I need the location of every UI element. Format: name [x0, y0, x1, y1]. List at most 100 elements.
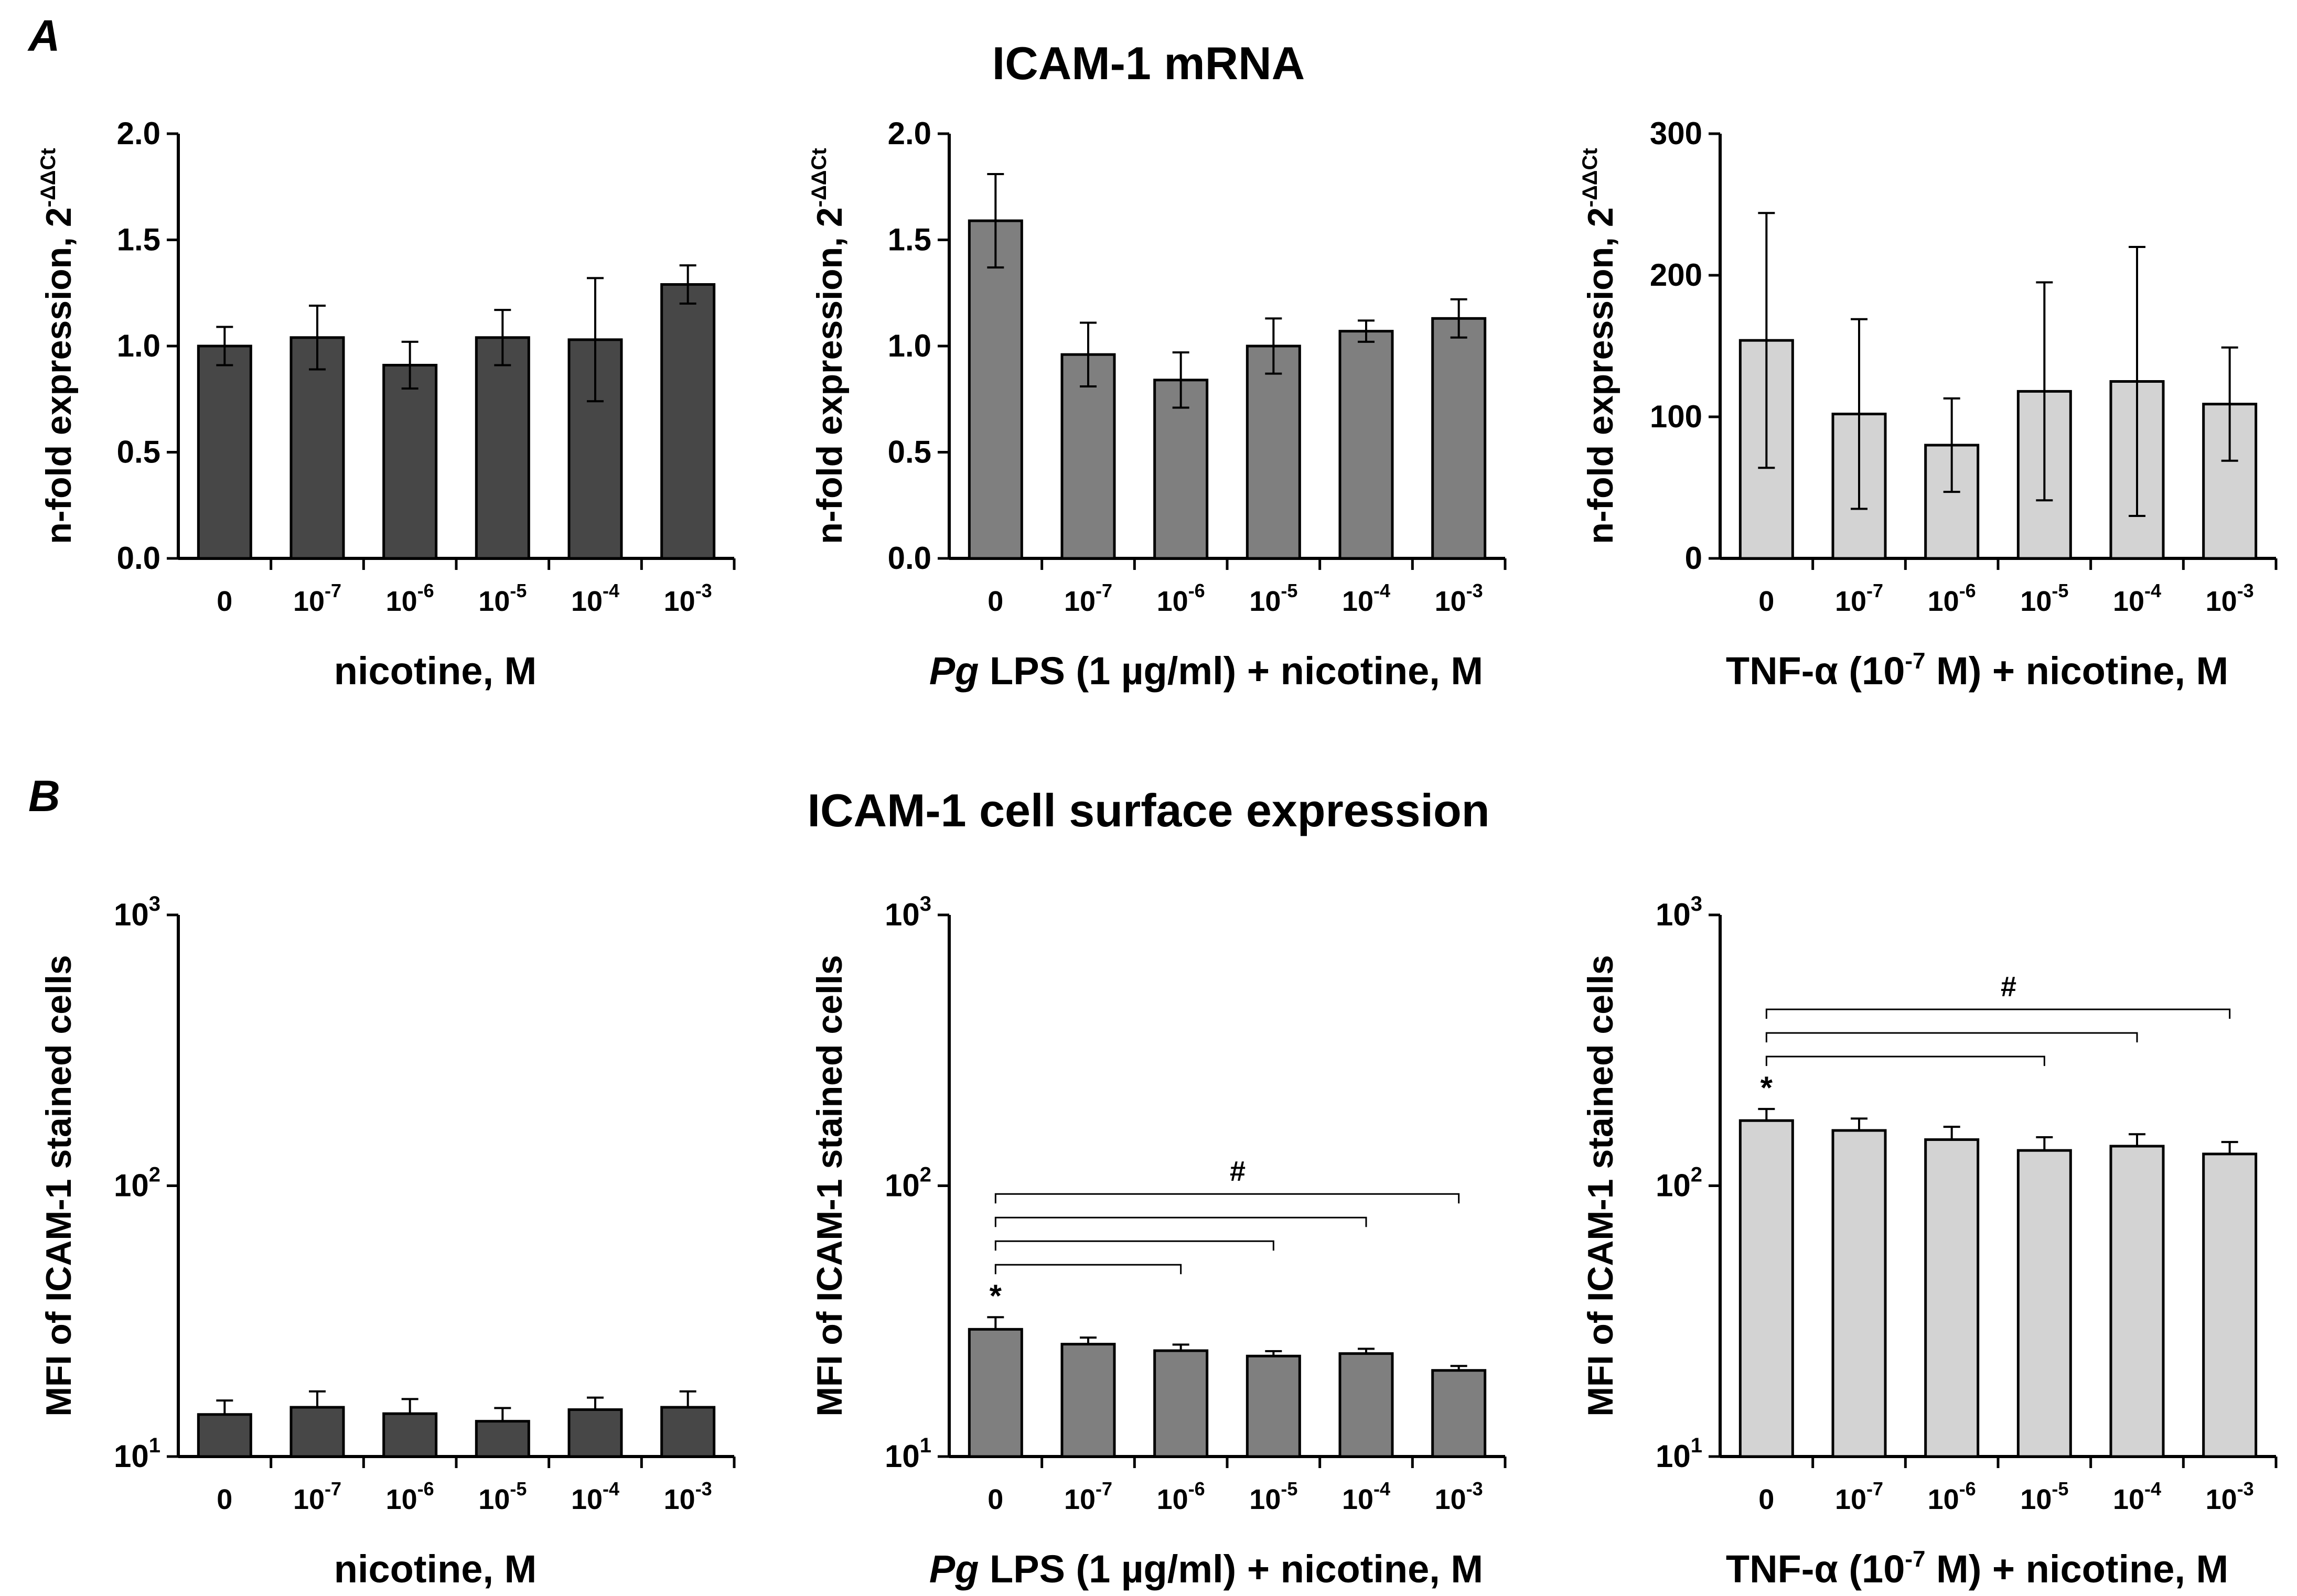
bar — [1246, 344, 1301, 560]
y-tick-label: 2.0 — [888, 116, 931, 151]
x-tick-label: 0 — [217, 586, 232, 617]
bar — [660, 283, 716, 560]
x-axis-label: TNF-α (10-7 M) + nicotine, M — [1726, 1546, 2228, 1591]
y-tick-label: 2.0 — [117, 116, 160, 151]
y-tick-label: 1.5 — [117, 222, 160, 257]
panel-letter-b: B — [28, 771, 60, 821]
chart-mrna-tnf: 0 100 200 300 n-fold expression, 2-ΔΔCt 0 10-7… — [1579, 116, 2278, 693]
significance-hash: # — [1230, 1156, 1246, 1187]
significance-bracket — [1765, 1032, 2138, 1043]
y-tick-label: 102 — [1656, 1163, 1702, 1203]
y-axis-label: MFI of ICAM-1 stained cells — [39, 955, 79, 1416]
y-tick-label: 100 — [1650, 399, 1702, 434]
y-axis-label: n-fold expression, 2-ΔΔCt — [37, 148, 79, 544]
y-tick-label: 101 — [885, 1434, 931, 1474]
bar — [567, 1408, 623, 1458]
x-tick-label: 0 — [1758, 1484, 1774, 1515]
bar — [968, 219, 1023, 560]
y-tick-label: 101 — [1656, 1434, 1702, 1474]
x-tick-label: 10-7 — [1835, 580, 1883, 617]
significance-bracket — [994, 1264, 1182, 1275]
bar — [475, 336, 530, 560]
bar — [1431, 317, 1487, 560]
significance-bracket — [1765, 1055, 2045, 1066]
x-tick-label: 10-4 — [1342, 580, 1390, 617]
y-tick-label: 103 — [885, 892, 931, 932]
x-tick-label: 10-7 — [293, 1478, 341, 1515]
x-tick-label: 10-7 — [1064, 580, 1112, 617]
significance-star: * — [990, 1278, 1002, 1313]
y-tick-label: 1.0 — [888, 328, 931, 363]
bar — [2016, 1149, 2072, 1458]
chart-mfi-pg-lps: 101 102 103 MFI of ICAM-1 stained cells 0 10-… — [810, 892, 1507, 1591]
chart-mrna-pg-lps: 0.0 0.5 1.0 1.5 2.0 n-fold expression, 2-ΔΔCt… — [808, 116, 1507, 693]
x-tick-label: 10-5 — [2020, 1478, 2068, 1515]
x-tick-label: 10-4 — [571, 1478, 619, 1515]
y-tick-label: 102 — [114, 1163, 160, 1203]
y-tick-label: 103 — [1656, 892, 1702, 932]
x-tick-label: 0 — [1758, 586, 1774, 617]
x-tick-label: 10-3 — [664, 1478, 712, 1515]
y-tick-label: 0.0 — [117, 541, 160, 576]
bar — [1246, 1354, 1301, 1458]
x-tick-label: 10-6 — [386, 1478, 434, 1515]
significance-bracket — [994, 1193, 1460, 1204]
x-tick-label: 10-6 — [1928, 580, 1976, 617]
y-tick-label: 101 — [114, 1434, 160, 1474]
bar — [968, 1328, 1023, 1458]
bar — [1924, 1138, 1980, 1458]
x-tick-label: 10-3 — [1435, 580, 1483, 617]
significance-bracket — [994, 1216, 1367, 1227]
x-tick-label: 10-6 — [1157, 580, 1205, 617]
bar — [289, 1406, 345, 1458]
x-tick-label: 10-6 — [386, 580, 434, 617]
x-tick-label: 10-4 — [1342, 1478, 1390, 1515]
section-title-surface: ICAM-1 cell surface expression — [807, 784, 1490, 836]
x-axis-label: nicotine, M — [334, 649, 536, 693]
bar — [1153, 379, 1209, 560]
bar — [660, 1406, 716, 1458]
y-axis-label: n-fold expression, 2-ΔΔCt — [1579, 148, 1620, 544]
x-tick-label: 10-3 — [664, 580, 712, 617]
bar — [1060, 353, 1116, 560]
x-tick-label: 0 — [988, 586, 1003, 617]
x-axis-label: nicotine, M — [334, 1547, 536, 1591]
bar — [197, 1413, 252, 1458]
significance-star: * — [1761, 1070, 1773, 1105]
x-axis-label: Pg LPS (1 µg/ml) + nicotine, M — [929, 649, 1483, 693]
x-tick-label: 10-5 — [2020, 580, 2068, 617]
x-axis-label: Pg LPS (1 µg/ml) + nicotine, M — [929, 1547, 1483, 1591]
significance-bracket — [994, 1240, 1274, 1251]
x-tick-label: 0 — [217, 1484, 232, 1515]
y-tick-label: 103 — [114, 892, 160, 932]
x-tick-label: 10-5 — [478, 580, 527, 617]
x-tick-label: 10-5 — [478, 1478, 527, 1515]
x-tick-label: 10-3 — [2206, 580, 2254, 617]
x-tick-label: 10-7 — [293, 580, 341, 617]
y-tick-label: 0.0 — [888, 541, 931, 576]
significance-bracket — [1765, 1008, 2231, 1019]
x-tick-label: 10-4 — [2113, 580, 2161, 617]
bar — [1431, 1369, 1487, 1458]
chart-mfi-tnf: 101 102 103 MFI of ICAM-1 stained cells 0 10-… — [1581, 892, 2278, 1591]
bar — [1338, 1352, 1394, 1458]
x-tick-label: 10-3 — [2206, 1478, 2254, 1515]
y-tick-label: 0.5 — [888, 435, 931, 470]
y-tick-label: 0 — [1685, 541, 1702, 576]
bar — [382, 1412, 438, 1458]
y-tick-label: 102 — [885, 1163, 931, 1203]
bar — [2109, 1145, 2165, 1458]
bar — [475, 1420, 530, 1458]
chart-mrna-nicotine: 0.0 0.5 1.0 1.5 2.0 n-fold expression, 2-ΔΔCt… — [37, 116, 736, 693]
section-title-mrna: ICAM-1 mRNA — [992, 37, 1305, 89]
y-tick-label: 300 — [1650, 116, 1702, 151]
bar — [1153, 1349, 1209, 1458]
chart-mfi-nicotine: 101 102 103 MFI of ICAM-1 stained cells 0 10-… — [39, 892, 736, 1591]
x-tick-label: 10-7 — [1064, 1478, 1112, 1515]
bar — [1738, 1119, 1794, 1458]
bar — [2202, 1152, 2258, 1458]
bar — [197, 344, 252, 560]
x-tick-label: 0 — [988, 1484, 1003, 1515]
x-tick-label: 10-6 — [1928, 1478, 1976, 1515]
significance-hash: # — [2001, 971, 2016, 1002]
